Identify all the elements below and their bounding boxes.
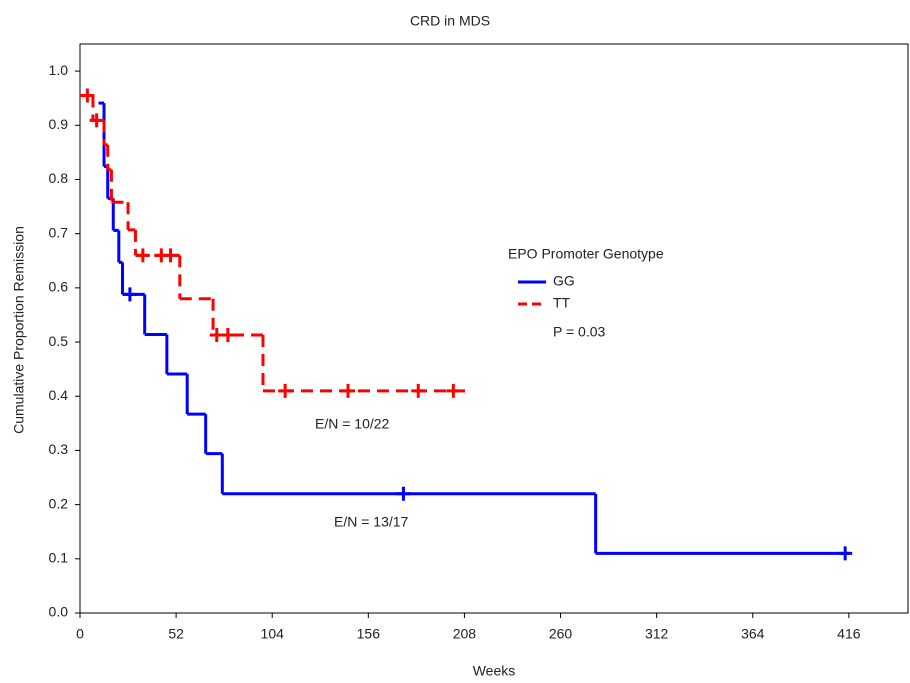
legend-label: TT (553, 295, 571, 311)
y-axis-label: Cumulative Proportion Remission (11, 226, 27, 434)
x-tick-label: 416 (837, 626, 861, 642)
censor-mark (340, 383, 355, 398)
y-tick-label: 0.0 (49, 604, 69, 620)
censor-mark (411, 383, 426, 398)
x-tick-label: 208 (453, 626, 477, 642)
y-tick-label: 0.1 (49, 550, 69, 566)
y-tick-label: 0.3 (49, 441, 69, 457)
x-tick-label: 52 (168, 626, 184, 642)
censor-mark (278, 383, 293, 398)
chart-title: CRD in MDS (410, 13, 490, 29)
x-axis-label: Weeks (473, 663, 516, 679)
p-value: P = 0.03 (553, 324, 606, 340)
x-tick-label: 0 (76, 626, 84, 642)
annotation: E/N = 10/22 (315, 416, 390, 432)
legend-label: GG (553, 273, 575, 289)
censor-mark (89, 113, 104, 128)
x-tick-label: 156 (357, 626, 381, 642)
y-tick-label: 0.9 (49, 116, 69, 132)
x-tick-label: 364 (741, 626, 765, 642)
censor-mark (446, 383, 461, 398)
x-tick-label: 260 (549, 626, 573, 642)
censor-mark (122, 287, 137, 302)
annotation: E/N = 13/17 (334, 514, 409, 530)
legend-title: EPO Promoter Genotype (508, 246, 664, 262)
censor-mark (838, 546, 853, 561)
censor-mark (220, 328, 235, 343)
y-tick-label: 0.7 (49, 224, 69, 240)
plot-frame (79, 43, 909, 614)
censor-mark (135, 248, 150, 263)
y-tick-label: 0.2 (49, 495, 69, 511)
y-tick-label: 0.6 (49, 279, 69, 295)
y-tick-label: 1.0 (49, 62, 69, 78)
x-tick-label: 104 (261, 626, 285, 642)
censor-mark (80, 88, 95, 103)
y-tick-label: 0.8 (49, 170, 69, 186)
y-tick-label: 0.5 (49, 333, 69, 349)
censor-mark (396, 486, 411, 501)
x-tick-label: 312 (645, 626, 669, 642)
y-tick-label: 0.4 (49, 387, 69, 403)
censor-mark (163, 248, 178, 263)
